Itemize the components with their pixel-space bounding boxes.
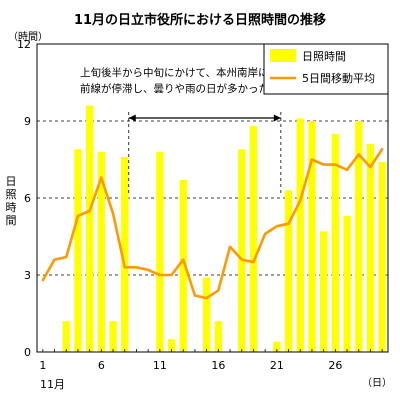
line-series (41, 147, 384, 300)
y-axis-label-char: 時 (6, 201, 17, 214)
annotation-text: 上旬後半から中旬にかけて、本州南岸に (80, 66, 268, 79)
bar (167, 339, 176, 352)
bar (296, 118, 304, 352)
bar (249, 126, 258, 352)
y-axis-label-char: 日 (6, 175, 17, 188)
bar (62, 321, 70, 352)
bar (331, 133, 339, 352)
annotation-arrowhead-left (128, 114, 136, 122)
bar (308, 121, 316, 352)
bar (273, 341, 281, 352)
bar (109, 321, 117, 352)
bar (343, 215, 351, 352)
legend-label-bar: 日照時間 (302, 50, 346, 63)
x-unit-label: （日） (362, 377, 392, 389)
moving-average-line (41, 147, 384, 300)
legend-label-line: 5日間移動平均 (302, 71, 375, 85)
bar (74, 149, 82, 352)
x-month-label: 11月 (40, 378, 65, 391)
bar (238, 149, 246, 352)
legend-swatch-bar (270, 49, 296, 62)
bar (320, 231, 328, 352)
x-tick-label: 26 (328, 359, 342, 372)
bar (179, 180, 187, 352)
y-unit-label: （時間） (8, 31, 48, 43)
bar (366, 144, 375, 352)
annotation-text: 前線が停滞し、曇りや雨の日が多かった (80, 82, 269, 95)
chart-title: 11月の日立市役所における日照時間の推移 (73, 13, 327, 28)
y-axis-label-char: 照 (6, 188, 17, 201)
bar (97, 151, 105, 352)
bar (121, 156, 129, 352)
plot-frame (36, 43, 389, 353)
y-tick-label: 6 (24, 192, 31, 205)
bar (214, 321, 222, 352)
bar (156, 151, 164, 352)
legend: 日照時間 5日間移動平均 (263, 43, 389, 95)
bar (355, 121, 363, 352)
y-tick-label: 0 (24, 346, 31, 359)
x-tick-label: 11 (153, 359, 167, 372)
bar (378, 162, 386, 352)
bar (284, 190, 293, 352)
annotation-arrowhead-right (273, 114, 281, 122)
x-tick-label: 1 (39, 359, 46, 372)
x-tick-label: 16 (211, 359, 225, 372)
x-tick-label: 21 (270, 359, 284, 372)
bar-series (62, 105, 386, 352)
y-tick-label: 9 (24, 115, 31, 128)
y-tick-label: 12 (17, 38, 31, 51)
bar (86, 105, 94, 352)
x-tick-label: 6 (98, 359, 105, 372)
bar (203, 277, 211, 352)
y-tick-label: 3 (24, 269, 31, 282)
y-axis-label-char: 間 (6, 214, 17, 227)
grid-lines (37, 120, 388, 276)
